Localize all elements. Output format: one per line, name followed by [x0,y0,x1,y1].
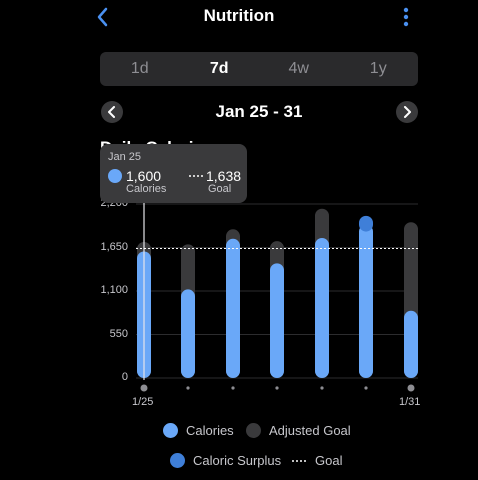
y-tick-label: 0 [121,371,128,383]
surplus-legend-dot [170,453,185,468]
x-tick-label: 1/25 [132,396,154,408]
chart-tooltip: Jan 25 1,600 Calories 1,638 Goal [100,144,247,203]
legend-item-adjusted-goal: Adjusted Goal [246,423,351,438]
x-axis-dot [231,386,235,390]
tooltip-calories-label: Calories [126,183,167,195]
calories-bar [359,224,373,378]
segment-1y[interactable]: 1y [369,60,387,77]
calories-bar [315,238,329,378]
tooltip-calories-value: 1,600 [126,168,162,184]
next-range-button[interactable] [396,101,418,123]
tooltip-goal-label: Goal [208,183,232,195]
calories-bar [404,310,418,378]
x-axis-dot [275,386,279,390]
chevron-left-icon [97,7,108,27]
x-axis-dot [186,386,190,390]
date-range-label: Jan 25 - 31 [215,102,303,121]
segment-7d[interactable]: 7d [209,60,229,77]
more-button[interactable] [398,6,414,30]
x-tick-label: 1/31 [399,396,421,408]
legend-label: Goal [315,453,343,468]
period-segmented-control: 1d 7d 4w 1y [100,52,418,86]
x-axis-dot [320,386,324,390]
x-axis-dot [140,384,148,392]
dashed-line-icon [292,459,308,462]
chevron-right-icon [404,106,411,118]
tooltip-date: Jan 25 [108,151,142,163]
legend-item-goal: Goal [292,453,342,468]
calories-bar [226,238,240,378]
legend-item-caloric-surplus: Caloric Surplus [170,453,281,468]
y-tick-label: 1,100 [100,284,128,296]
legend-label: Caloric Surplus [193,453,282,468]
y-tick-label: 1,650 [100,240,128,253]
chevron-left-icon [108,106,115,118]
previous-range-button[interactable] [101,101,123,123]
daily-calories-chart [136,200,418,392]
legend-item-calories: Calories [163,423,234,438]
segment-4w[interactable]: 4w [288,60,309,77]
x-axis-dot [407,384,415,392]
legend-label: Adjusted Goal [269,423,351,438]
segment-1d[interactable]: 1d [130,60,149,77]
calories-legend-dot [163,423,178,438]
calories-bar [270,263,284,378]
caloric-surplus-bar [359,215,373,232]
x-axis-dot [364,386,368,390]
back-button[interactable] [94,6,114,28]
tooltip-goal-value: 1,638 [206,168,242,184]
tooltip-calories-dot [108,169,122,183]
calories-bar [181,289,195,378]
tooltip-goal-dash-icon [188,168,204,185]
legend-label: Calories [186,423,234,438]
y-tick-label: 550 [109,327,128,340]
more-vertical-icon [403,7,409,27]
adjusted-goal-legend-dot [246,423,261,438]
page-title: Nutrition [203,6,275,25]
